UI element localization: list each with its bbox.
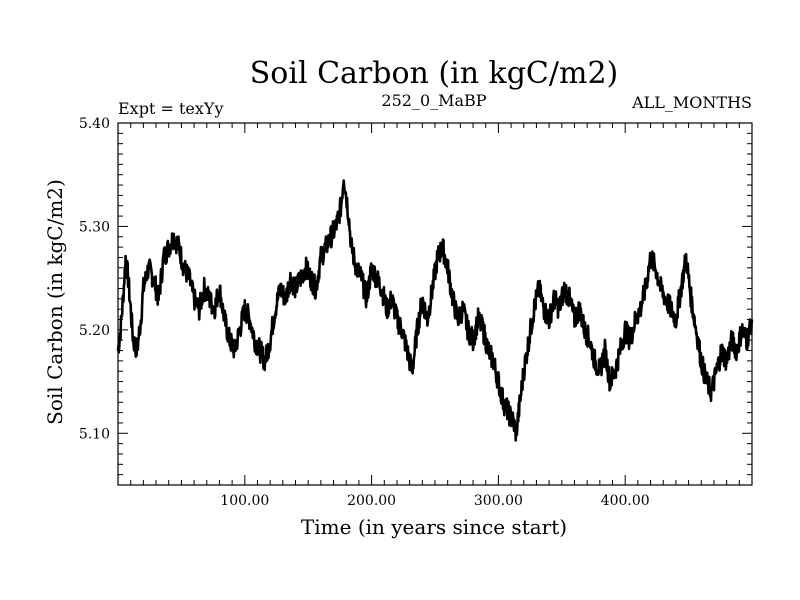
y-tick-labels: 5.10 5.20 5.30 5.40 [79, 116, 110, 442]
chart-title: Soil Carbon (in kgC/m2) [250, 56, 618, 91]
y-tick-label: 5.40 [79, 116, 110, 132]
subtitle-left: Expt = texYy [118, 99, 223, 118]
soil-carbon-series-line [116, 179, 754, 442]
x-axis-label: Time (in years since start) [301, 515, 567, 539]
x-tick-label: 100.00 [220, 493, 269, 509]
subtitle-right: ALL_MONTHS [631, 93, 752, 112]
y-tick-label: 5.30 [79, 219, 110, 235]
axis-ticks [118, 123, 752, 485]
y-tick-label: 5.10 [79, 426, 110, 442]
x-tick-label: 300.00 [474, 493, 523, 509]
plot-frame [117, 122, 753, 486]
subtitle-center: 252_0_MaBP [381, 91, 486, 110]
y-tick-label: 5.20 [79, 323, 110, 339]
x-tick-labels: 100.00 200.00 300.00 400.00 [220, 493, 649, 509]
x-tick-label: 400.00 [601, 493, 650, 509]
y-axis-label: Soil Carbon (in kgC/m2) [43, 179, 67, 425]
x-tick-label: 200.00 [347, 493, 396, 509]
